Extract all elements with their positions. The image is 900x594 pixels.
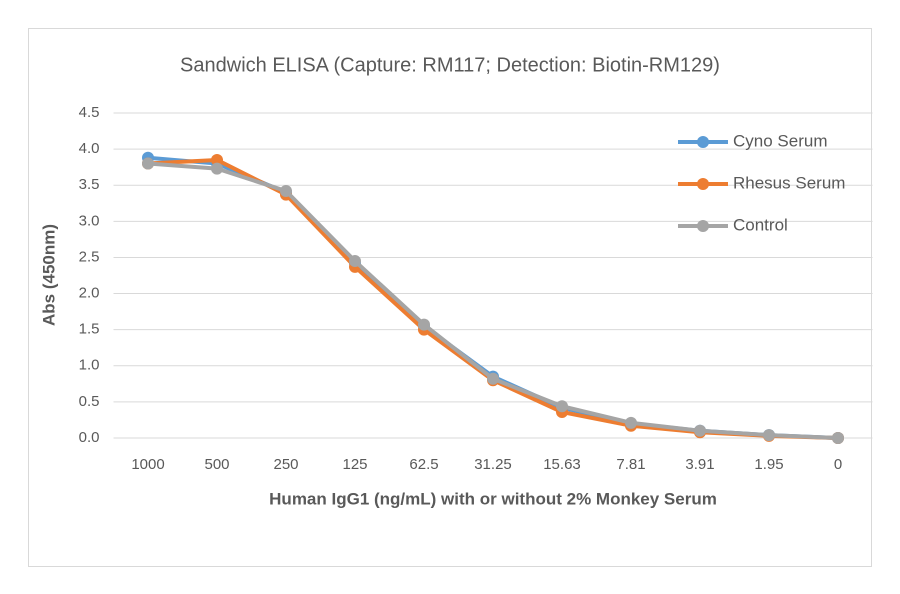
data-point	[211, 153, 223, 166]
data-point	[832, 432, 844, 444]
x-tick-label: 250	[273, 456, 298, 473]
y-tick-label: 3.5	[79, 176, 100, 193]
chart-title: Sandwich ELISA (Capture: RM117; Detectio…	[180, 54, 720, 76]
legend-marker	[697, 220, 709, 232]
x-tick-label: 62.5	[409, 456, 438, 473]
data-point	[694, 424, 706, 437]
y-tick-label: 0.0	[79, 429, 100, 446]
x-tick-label: 7.81	[616, 456, 645, 473]
y-tick-label: 3.0	[79, 212, 100, 229]
y-tick-label: 2.5	[79, 248, 100, 265]
x-axis-title: Human IgG1 (ng/mL) with or without 2% Mo…	[269, 489, 717, 508]
y-tick-label: 4.5	[79, 104, 100, 121]
x-tick-label: 15.63	[543, 456, 581, 473]
x-tick-label: 31.25	[474, 456, 512, 473]
data-point	[142, 157, 154, 170]
legend-label: Rhesus Serum	[733, 173, 845, 192]
y-tick-label: 2.0	[79, 285, 100, 302]
y-tick-label: 1.0	[79, 357, 100, 374]
data-point	[280, 185, 292, 197]
data-point	[211, 162, 223, 175]
legend-label: Control	[733, 215, 788, 234]
legend-marker	[697, 136, 709, 148]
data-point	[763, 429, 775, 442]
x-tick-label: 1000	[131, 456, 164, 473]
x-tick-label: 125	[342, 456, 367, 473]
legend-marker	[697, 178, 709, 190]
y-axis-title: Abs (450nm)	[39, 224, 58, 326]
x-tick-label: 500	[204, 456, 229, 473]
x-tick-label: 0	[834, 456, 842, 473]
x-tick-label: 1.95	[754, 456, 783, 473]
chart-frame	[28, 28, 872, 567]
y-tick-label: 0.5	[79, 393, 100, 410]
data-point	[418, 318, 430, 331]
data-point	[349, 255, 361, 268]
data-point	[625, 416, 637, 429]
data-point	[487, 372, 499, 385]
x-tick-label: 3.91	[685, 456, 714, 473]
y-tick-label: 1.5	[79, 321, 100, 338]
data-point	[556, 400, 568, 413]
legend-label: Cyno Serum	[733, 131, 827, 150]
y-tick-label: 4.0	[79, 140, 100, 157]
